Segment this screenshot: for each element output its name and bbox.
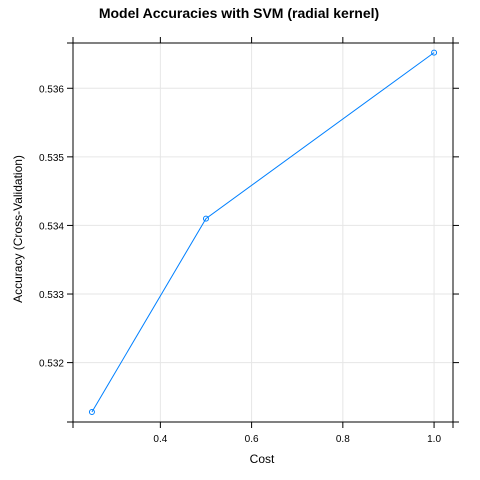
axis-ticks: 0.4 0.6 0.8 1.0 0.532 0.533 0.534 0.535 0.536	[39, 37, 459, 445]
data-point	[431, 49, 438, 56]
y-axis-label: Accuracy (Cross-Validation)	[11, 155, 25, 303]
y-tick-label: 0.534	[39, 221, 64, 232]
data-point	[202, 215, 209, 222]
y-tick-label: 0.532	[39, 359, 64, 370]
series-line	[91, 52, 435, 413]
x-tick-label: 0.8	[336, 434, 350, 445]
x-axis-label: Cost	[250, 452, 275, 466]
y-tick-label: 0.535	[39, 153, 64, 164]
y-tick-label: 0.536	[39, 84, 64, 95]
x-tick-label: 0.6	[245, 434, 259, 445]
plot-frame	[72, 42, 454, 423]
data-point	[88, 408, 95, 415]
chart-title: Model Accuracies with SVM (radial kernel…	[99, 5, 379, 21]
x-tick-label: 0.4	[153, 434, 167, 445]
y-tick-label: 0.533	[39, 290, 64, 301]
grid-lines	[73, 43, 453, 422]
x-tick-label: 1.0	[427, 434, 441, 445]
data-series	[88, 49, 438, 415]
